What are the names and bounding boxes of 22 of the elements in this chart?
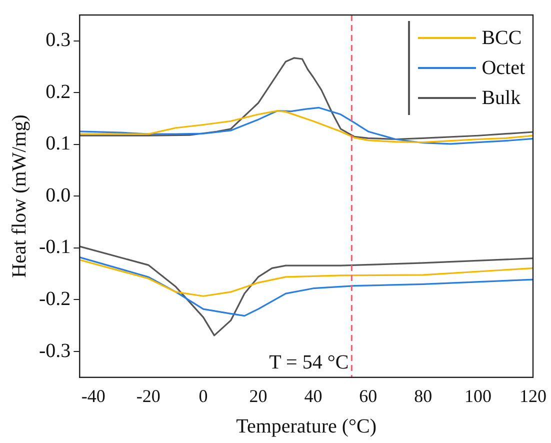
y-tick-label: 0.1	[46, 132, 71, 155]
y-tick-label: -0.1	[38, 236, 71, 258]
legend-label: Octet	[482, 56, 525, 80]
legend-label: Bulk	[482, 86, 521, 110]
y-tick-label: -0.3	[38, 340, 71, 362]
x-tick-label: 0	[198, 386, 208, 406]
y-tick-label: 0.0	[46, 184, 71, 206]
y-tick-label: 0.2	[46, 80, 71, 103]
x-tick-label: 100	[464, 386, 492, 406]
x-tick-label: 120	[520, 386, 546, 406]
y-axis-title: Heat flow (mW/mg)	[8, 114, 30, 278]
y-tick-label: -0.2	[38, 288, 71, 310]
y-tick-label: 0.3	[46, 29, 71, 52]
legend-label: BCC	[482, 26, 522, 50]
x-tick-label: 20	[249, 386, 268, 406]
x-tick-label: -20	[136, 386, 160, 406]
x-axis-title: Temperature (°C)	[236, 415, 377, 438]
x-tick-label: 80	[414, 386, 432, 406]
x-tick-label: -40	[81, 386, 106, 406]
ref-line-label: T = 54 °C	[269, 352, 349, 374]
x-tick-label: 40	[304, 386, 322, 406]
x-tick-label: 60	[359, 386, 378, 406]
